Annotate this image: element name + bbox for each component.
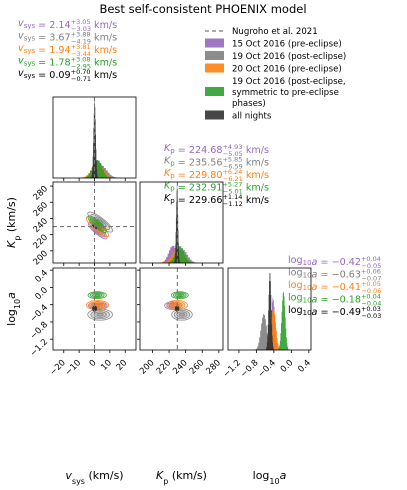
x-tick-label: −0.8 bbox=[239, 358, 261, 380]
summary-loga-series-3: log10a = −0.18+0.04 −0.04 bbox=[288, 293, 381, 308]
legend-label-series-2: 20 Oct 2016 (pre-eclipse) bbox=[232, 65, 342, 75]
contour-series-4 bbox=[175, 306, 179, 311]
summary-kp-series-3: Kp = 232.91+5.27 −5.01 km/s bbox=[164, 181, 269, 196]
axes-frame bbox=[139, 181, 224, 264]
x-tick-label: 200 bbox=[138, 358, 157, 377]
x-tick-label: 280 bbox=[204, 358, 223, 377]
legend-reference-label: Nugroho et al. 2021 bbox=[232, 27, 318, 37]
y-tick-label: −0.4 bbox=[28, 303, 50, 325]
y-tick-label: 240 bbox=[32, 217, 51, 236]
legend-marker-series-4 bbox=[205, 110, 224, 120]
summary-kp-series-4: Kp = 229.66+1.14 −1.12 km/s bbox=[164, 193, 269, 208]
legend-label-series-0: 15 Oct 2016 (pre-eclipse) bbox=[232, 40, 342, 50]
summary-kp-series-0: Kp = 224.68+4.93 −5.05 km/s bbox=[164, 143, 269, 158]
legend-label-series-3: 19 Oct 2016 (post-eclipse, symmetric to p… bbox=[232, 77, 346, 109]
legend-marker-series-2 bbox=[205, 63, 224, 73]
axes-frame bbox=[139, 267, 224, 351]
contour-series-4 bbox=[93, 306, 97, 311]
y-tick-label: −0.8 bbox=[28, 320, 50, 342]
y-tick-label: 0.0 bbox=[33, 285, 50, 302]
contour-series-1 bbox=[176, 311, 188, 318]
x-tick-label: 10 bbox=[99, 358, 114, 373]
x-axis-label-vsys: vsys (km/s) bbox=[65, 469, 123, 486]
summary-kp-series-2: Kp = 229.80+6.24 −6.21 km/s bbox=[164, 168, 269, 183]
y-tick-label: 200 bbox=[32, 249, 51, 268]
summary-vsys-series-4: vsys = 0.09+0.70 −0.71 km/s bbox=[18, 68, 117, 83]
summary-loga-series-2: log10a = −0.41+0.05 −0.06 bbox=[288, 280, 381, 295]
summary-vsys-series-2: vsys = 1.94+3.81 −3.44 km/s bbox=[18, 43, 117, 58]
contour-series-1 bbox=[93, 311, 107, 318]
legend-label-series-4: all nights bbox=[232, 112, 272, 122]
summary-loga-series-1: log10a = −0.63+0.06 −0.07 bbox=[288, 268, 381, 283]
contour-series-3 bbox=[94, 293, 100, 297]
x-tick-label: −10 bbox=[63, 358, 83, 378]
legend-marker-series-1 bbox=[205, 51, 224, 60]
contour-series-1 bbox=[179, 312, 185, 317]
y-tick-label: 220 bbox=[32, 233, 51, 252]
x-tick-label: 260 bbox=[188, 358, 207, 377]
x-tick-label: 0.0 bbox=[279, 358, 296, 375]
x-tick-label: 0 bbox=[88, 358, 99, 369]
hist-kp-series-3 bbox=[140, 246, 223, 263]
y-tick-label: 280 bbox=[32, 184, 51, 203]
summary-loga-series-4: log10a = −0.49+0.03 −0.03 bbox=[288, 305, 381, 320]
x-tick-label: 220 bbox=[155, 358, 174, 377]
x-tick-label: −0.4 bbox=[256, 358, 278, 380]
hist-panel-kp bbox=[139, 181, 224, 264]
contour-panel-kp-loga bbox=[139, 267, 224, 351]
legend: Nugroho et al. 2021 15 Oct 2016 (pre-ecli… bbox=[205, 27, 346, 122]
contour-series-1 bbox=[96, 312, 104, 317]
contour-panel-vsys-kp bbox=[52, 181, 137, 264]
contour-series-3 bbox=[89, 217, 105, 231]
x-tick-label: 20 bbox=[115, 358, 130, 373]
legend-marker-series-0 bbox=[205, 38, 224, 48]
hist-loga-series-4 bbox=[228, 273, 311, 350]
hist-panel-loga bbox=[227, 267, 312, 351]
hist-panel-vsys bbox=[52, 96, 137, 179]
summary-vsys-series-1: vsys = 3.67+3.88 −4.19 km/s bbox=[18, 31, 117, 46]
x-axis-label-kp: Kp (km/s) bbox=[156, 469, 207, 486]
contour-panel-vsys-loga bbox=[52, 267, 137, 351]
legend-marker-series-3 bbox=[205, 87, 224, 96]
y-axis-label-loga: log10a bbox=[5, 292, 22, 326]
summary-vsys-series-3: vsys = 1.78+3.08 −2.95 km/s bbox=[18, 56, 117, 71]
y-tick-label: 260 bbox=[32, 200, 51, 219]
y-tick-label: 0.4 bbox=[33, 268, 50, 285]
x-axis-label-loga: log10a bbox=[253, 469, 287, 486]
summary-kp-series-1: Kp = 235.56+5.85 −6.59 km/s bbox=[164, 156, 269, 171]
legend-label-series-1: 19 Oct 2016 (post-eclipse) bbox=[232, 52, 346, 62]
y-tick-label: −1.2 bbox=[28, 337, 50, 359]
contour-series-3 bbox=[177, 293, 183, 297]
x-tick-label: −1.2 bbox=[221, 358, 243, 380]
summary-vsys-series-0: vsys = 2.14+3.05 −3.03 km/s bbox=[18, 18, 117, 33]
x-tick-label: 240 bbox=[171, 358, 190, 377]
x-tick-label: 0.4 bbox=[296, 358, 313, 375]
axes-frame bbox=[227, 267, 312, 351]
contour-series-3 bbox=[94, 221, 100, 227]
y-axis-label-kp: Kp (km/s) bbox=[5, 197, 22, 248]
chart-title: Best self-consistent PHOENIX model bbox=[99, 2, 306, 16]
summary-loga-series-0: log10a = −0.42+0.04 −0.05 bbox=[288, 255, 381, 270]
